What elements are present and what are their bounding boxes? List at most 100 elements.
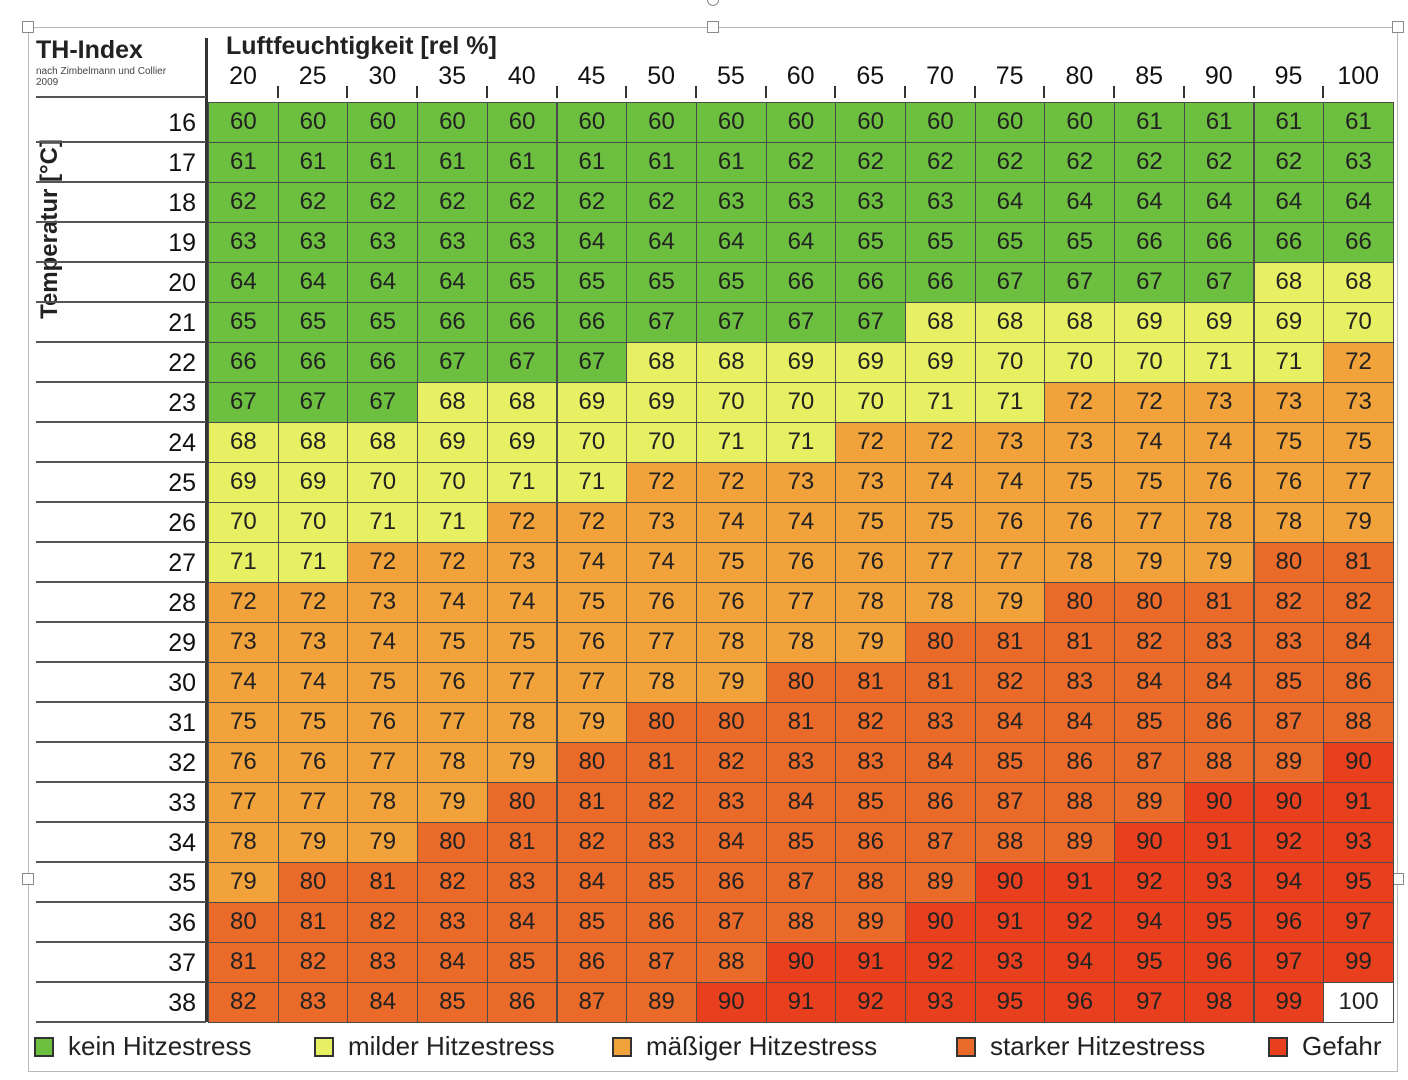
y-tick-label: 23 — [168, 389, 196, 417]
x-tick-label: 30 — [368, 62, 397, 90]
heatmap-cell: 75 — [208, 702, 279, 743]
heatmap-cell: 64 — [1323, 182, 1394, 223]
row-rule — [36, 941, 206, 943]
row-rule — [36, 221, 206, 223]
heatmap-cell: 80 — [626, 702, 697, 743]
heatmap-cell: 72 — [486, 502, 558, 543]
heatmap-cell: 95 — [1183, 902, 1255, 943]
heatmap-cell: 65 — [626, 262, 697, 303]
heatmap-cell: 71 — [417, 502, 488, 543]
heatmap-cell: 64 — [1044, 182, 1116, 223]
heatmap-cell: 83 — [905, 702, 976, 743]
heatmap-cell: 67 — [486, 342, 558, 383]
heatmap-cell: 74 — [765, 502, 837, 543]
heatmap-cell: 92 — [1114, 862, 1185, 903]
heatmap-cell: 65 — [347, 302, 419, 343]
heatmap-cell: 88 — [695, 942, 767, 983]
heatmap-cell: 77 — [208, 782, 279, 823]
heatmap-cell: 81 — [765, 702, 837, 743]
heatmap-cell: 75 — [277, 702, 349, 743]
heatmap-cell: 68 — [695, 342, 767, 383]
heatmap-cell: 84 — [974, 702, 1046, 743]
heatmap-cell: 95 — [1114, 942, 1185, 983]
heatmap-cell: 81 — [1183, 582, 1255, 623]
heatmap-cell: 60 — [417, 102, 488, 143]
heatmap-cell: 77 — [974, 542, 1046, 583]
legend-swatch — [1268, 1037, 1288, 1057]
resize-handle-top-right[interactable] — [1392, 21, 1404, 33]
y-tick-label: 20 — [168, 269, 196, 297]
row-rule — [36, 821, 206, 823]
row-rule — [36, 621, 206, 623]
heatmap-cell: 81 — [486, 822, 558, 863]
heatmap-cell: 64 — [556, 222, 628, 263]
heatmap-cell: 86 — [695, 862, 767, 903]
heatmap-cell: 82 — [695, 742, 767, 783]
heatmap-cell: 68 — [1323, 262, 1394, 303]
heatmap-cell: 66 — [905, 262, 976, 303]
heatmap-cell: 75 — [1323, 422, 1394, 463]
heatmap-cell: 88 — [1044, 782, 1116, 823]
heatmap-cell: 64 — [208, 262, 279, 303]
resize-handle-left[interactable] — [22, 873, 34, 885]
heatmap-cell: 66 — [556, 302, 628, 343]
heatmap-cell: 76 — [1253, 462, 1325, 503]
heatmap-cell: 77 — [277, 782, 349, 823]
heatmap-cell: 92 — [1253, 822, 1325, 863]
heatmap-cell: 70 — [1044, 342, 1116, 383]
heatmap-cell: 88 — [974, 822, 1046, 863]
heatmap-cell: 74 — [486, 582, 558, 623]
heatmap-cell: 85 — [835, 782, 906, 823]
heatmap-cell: 78 — [695, 622, 767, 663]
y-tick-label: 33 — [168, 789, 196, 817]
y-tick-label: 28 — [168, 589, 196, 617]
heatmap-cell: 71 — [765, 422, 837, 463]
heatmap-cell: 93 — [905, 982, 976, 1023]
heatmap-cell: 67 — [208, 382, 279, 423]
heatmap-cell: 96 — [1183, 942, 1255, 983]
heatmap-cell: 63 — [695, 182, 767, 223]
heatmap-cell: 85 — [417, 982, 488, 1023]
heatmap-cell: 83 — [417, 902, 488, 943]
heatmap-cell: 68 — [486, 382, 558, 423]
heatmap-cell: 77 — [556, 662, 628, 703]
heatmap-cell: 87 — [905, 822, 976, 863]
heatmap-cell: 77 — [486, 662, 558, 703]
heatmap-cell: 87 — [1253, 702, 1325, 743]
chart-subtitle: nach Zimbelmann und Collier 2009 — [36, 66, 167, 88]
x-tick — [834, 86, 837, 98]
heatmap-cell: 84 — [347, 982, 419, 1023]
heatmap-cell: 84 — [1323, 622, 1394, 663]
heatmap-cell: 81 — [1044, 622, 1116, 663]
heatmap-cell: 63 — [277, 222, 349, 263]
heatmap-cell: 71 — [486, 462, 558, 503]
heatmap-cell: 85 — [765, 822, 837, 863]
heatmap-cell: 79 — [556, 702, 628, 743]
heatmap-cell: 75 — [695, 542, 767, 583]
heatmap-cell: 80 — [417, 822, 488, 863]
y-tick-label: 29 — [168, 629, 196, 657]
row-rule — [36, 861, 206, 863]
heatmap-cell: 65 — [1044, 222, 1116, 263]
heatmap-cell: 76 — [208, 742, 279, 783]
heatmap-cell: 73 — [626, 502, 697, 543]
rotate-handle[interactable] — [707, 0, 719, 6]
heatmap-cell: 93 — [1183, 862, 1255, 903]
row-rule — [36, 901, 206, 903]
heatmap-cell: 72 — [277, 582, 349, 623]
row-rule — [36, 661, 206, 663]
heatmap-cell: 82 — [277, 942, 349, 983]
heatmap-cell: 74 — [347, 622, 419, 663]
heatmap-cell: 73 — [1253, 382, 1325, 423]
heatmap-cell: 64 — [626, 222, 697, 263]
heatmap-cell: 61 — [626, 142, 697, 183]
heatmap-cell: 74 — [974, 462, 1046, 503]
y-tick-label: 37 — [168, 949, 196, 977]
heatmap-cell: 63 — [1323, 142, 1394, 183]
heatmap-cell: 84 — [556, 862, 628, 903]
x-tick-label: 60 — [786, 62, 815, 90]
heatmap-cell: 86 — [1323, 662, 1394, 703]
x-tick-label: 65 — [856, 62, 885, 90]
resize-handle-top-left[interactable] — [22, 21, 34, 33]
resize-handle-top[interactable] — [707, 21, 719, 33]
